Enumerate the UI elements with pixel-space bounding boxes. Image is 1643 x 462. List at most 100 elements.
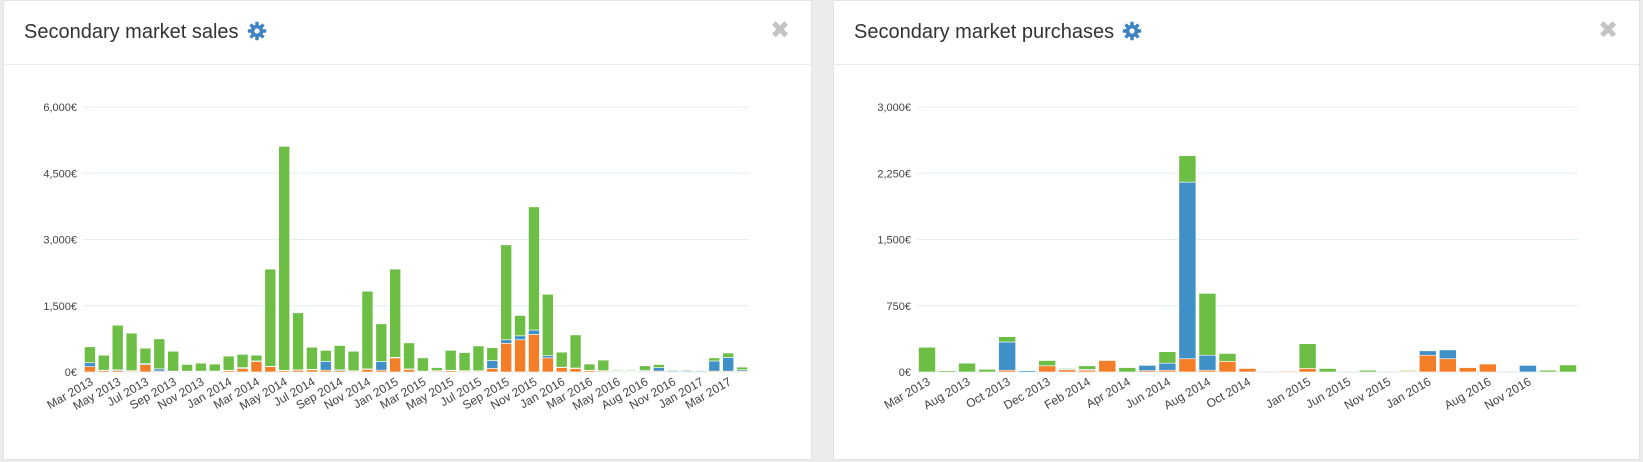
bar-segment[interactable] (528, 206, 540, 331)
bar-segment[interactable] (111, 324, 124, 371)
bar-segment[interactable] (998, 341, 1016, 371)
bar-segment[interactable] (1218, 361, 1237, 373)
bar-segment[interactable] (403, 369, 415, 373)
bar-segment[interactable] (486, 368, 499, 373)
bar-segment[interactable] (1318, 368, 1337, 373)
bar-segment[interactable] (722, 352, 734, 358)
bar-segment[interactable] (1058, 367, 1077, 370)
bar-segment[interactable] (84, 362, 96, 368)
bar-segment[interactable] (569, 368, 582, 373)
bar-segment[interactable] (458, 352, 471, 371)
bar-segment[interactable] (1058, 369, 1077, 373)
bar-segment[interactable] (666, 369, 679, 371)
bar-segment[interactable] (236, 354, 249, 368)
bar-segment[interactable] (611, 369, 623, 372)
bar-segment[interactable] (555, 351, 568, 368)
bar-segment[interactable] (1519, 365, 1537, 373)
bar-segment[interactable] (1298, 368, 1317, 373)
bar-segment[interactable] (680, 369, 693, 371)
bar-segment[interactable] (1178, 155, 1197, 183)
gear-icon[interactable] (1122, 21, 1142, 41)
bar-segment[interactable] (500, 342, 512, 373)
bar-segment[interactable] (1298, 343, 1317, 369)
bar-segment[interactable] (84, 366, 96, 373)
bar-segment[interactable] (361, 369, 374, 373)
bar-segment[interactable] (431, 367, 443, 371)
bar-segment[interactable] (708, 357, 721, 362)
bar-segment[interactable] (389, 268, 401, 358)
bar-segment[interactable] (1098, 360, 1117, 373)
bar-segment[interactable] (597, 359, 610, 371)
bar-segment[interactable] (1078, 365, 1097, 370)
gear-icon[interactable] (247, 21, 267, 41)
close-icon[interactable]: ✖ (769, 16, 791, 44)
bar-segment[interactable] (500, 244, 512, 341)
bar-segment[interactable] (167, 350, 179, 372)
bar-segment[interactable] (264, 268, 277, 367)
bar-segment[interactable] (1178, 358, 1197, 373)
bar-segment[interactable] (1479, 363, 1497, 373)
bar-segment[interactable] (1238, 368, 1257, 373)
bar-segment[interactable] (1198, 354, 1217, 371)
bar-segment[interactable] (978, 369, 996, 373)
bar-segment[interactable] (486, 347, 499, 361)
bar-segment[interactable] (306, 369, 318, 373)
bar-segment[interactable] (1138, 365, 1157, 371)
bar-segment[interactable] (125, 332, 138, 371)
bar-segment[interactable] (555, 367, 568, 373)
bar-segment[interactable] (528, 329, 540, 335)
bar-segment[interactable] (361, 290, 374, 370)
bar-segment[interactable] (514, 335, 526, 341)
bar-segment[interactable] (528, 334, 540, 373)
bar-segment[interactable] (153, 368, 166, 372)
bar-segment[interactable] (444, 350, 457, 371)
bar-segment[interactable] (1158, 362, 1177, 371)
bar-segment[interactable] (486, 360, 499, 369)
bar-segment[interactable] (236, 368, 249, 373)
bar-segment[interactable] (569, 334, 582, 369)
bar-segment[interactable] (375, 361, 388, 371)
bar-segment[interactable] (708, 360, 721, 372)
bar-segment[interactable] (320, 350, 332, 362)
bar-segment[interactable] (264, 366, 277, 373)
bar-segment[interactable] (1539, 369, 1557, 373)
bar-segment[interactable] (1459, 367, 1477, 373)
bar-segment[interactable] (653, 367, 665, 372)
bar-segment[interactable] (1178, 181, 1197, 360)
bar-segment[interactable] (694, 369, 707, 371)
bar-segment[interactable] (1038, 360, 1057, 367)
bar-segment[interactable] (139, 364, 152, 373)
bar-segment[interactable] (333, 345, 346, 371)
bar-segment[interactable] (514, 315, 526, 337)
bar-segment[interactable] (1198, 293, 1217, 356)
bar-segment[interactable] (320, 361, 332, 371)
bar-segment[interactable] (292, 312, 304, 371)
bar-segment[interactable] (389, 357, 401, 373)
bar-segment[interactable] (278, 146, 290, 371)
bar-segment[interactable] (736, 366, 748, 371)
bar-segment[interactable] (938, 370, 956, 373)
bar-segment[interactable] (250, 361, 263, 373)
bar-segment[interactable] (222, 355, 235, 371)
bar-segment[interactable] (1358, 369, 1377, 373)
bar-segment[interactable] (1218, 353, 1237, 362)
bar-segment[interactable] (542, 355, 554, 359)
bar-segment[interactable] (403, 342, 415, 370)
bar-segment[interactable] (639, 365, 651, 371)
bar-segment[interactable] (998, 336, 1016, 343)
close-icon[interactable]: ✖ (1597, 16, 1619, 44)
bar-segment[interactable] (722, 357, 734, 372)
bar-segment[interactable] (195, 362, 207, 372)
bar-segment[interactable] (958, 362, 976, 373)
bar-segment[interactable] (472, 345, 485, 371)
bar-segment[interactable] (1418, 354, 1437, 373)
bar-segment[interactable] (306, 346, 318, 370)
bar-segment[interactable] (1438, 349, 1457, 360)
bar-segment[interactable] (250, 354, 263, 362)
bar-segment[interactable] (153, 338, 166, 370)
bar-segment[interactable] (1278, 370, 1297, 373)
bar-segment[interactable] (1398, 369, 1417, 372)
bar-segment[interactable] (1559, 364, 1577, 373)
bar-segment[interactable] (542, 357, 554, 373)
bar-segment[interactable] (181, 364, 193, 372)
